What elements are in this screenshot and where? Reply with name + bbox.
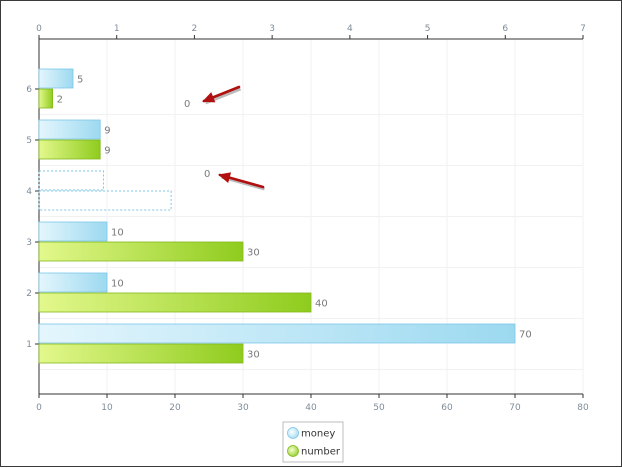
- red-arrow-head: [218, 172, 232, 183]
- category-tick-label: 1: [26, 340, 32, 350]
- zero-annotation-label: 0: [184, 99, 190, 110]
- category-tick-label: 3: [26, 238, 32, 248]
- bottom-tick-label: 0: [36, 403, 42, 413]
- bottom-tick-label: 20: [169, 403, 181, 413]
- legend: money number: [282, 421, 344, 463]
- bottom-tick-label: 70: [509, 403, 521, 413]
- dashed-placeholder-bar: [38, 170, 105, 191]
- data-label-number: 40: [315, 299, 328, 310]
- annotations: 00: [184, 85, 265, 191]
- bar-number: [38, 139, 101, 160]
- bar-money: [38, 221, 108, 242]
- bottom-tick-label: 50: [373, 403, 385, 413]
- category-tick-label: 2: [26, 289, 32, 299]
- data-label-number: 9: [104, 146, 110, 157]
- legend-label-money: money: [301, 429, 335, 440]
- bar-money: [38, 68, 74, 89]
- data-label-money: 10: [111, 279, 124, 290]
- data-label-money: 9: [104, 126, 110, 137]
- bottom-tick-label: 10: [101, 403, 113, 413]
- top-tick-label: 2: [192, 24, 198, 34]
- bottom-tick-label: 30: [237, 403, 249, 413]
- legend-marker-money: [287, 427, 299, 439]
- bottom-tick-label: 40: [305, 403, 317, 413]
- bar-money: [38, 323, 516, 344]
- legend-label-number: number: [301, 447, 341, 458]
- top-tick-label: 3: [269, 24, 275, 34]
- category-tick-label: 5: [26, 136, 32, 146]
- bottom-tick-label: 60: [441, 403, 453, 413]
- dashed-placeholder-bar: [38, 190, 172, 211]
- bar-money: [38, 119, 101, 140]
- category-tick-label: 6: [26, 85, 32, 95]
- legend-marker-number: [287, 445, 299, 457]
- bottom-tick-label: 80: [577, 403, 589, 413]
- top-tick-label: 5: [425, 24, 431, 34]
- data-label-number: 30: [247, 248, 260, 259]
- data-label-number: 30: [247, 350, 260, 361]
- bar-number: [38, 292, 312, 313]
- data-labels: 70 30 10 40 10 30 9 9 5 2: [57, 75, 532, 361]
- top-tick-label: 1: [114, 24, 120, 34]
- data-label-money: 10: [111, 228, 124, 239]
- red-arrow-head: [202, 92, 216, 103]
- grid: [39, 38, 584, 394]
- bar-money: [38, 272, 108, 293]
- bars: [38, 68, 516, 364]
- data-label-money: 5: [77, 75, 83, 86]
- data-label-money: 70: [519, 330, 532, 341]
- top-tick-label: 0: [36, 24, 42, 34]
- top-tick-label: 4: [347, 24, 353, 34]
- bar-number: [38, 88, 54, 109]
- zero-annotation-label: 0: [204, 169, 210, 180]
- top-tick-label: 6: [502, 24, 508, 34]
- bar-number: [38, 343, 244, 364]
- top-tick-label: 7: [580, 24, 586, 34]
- bar-number: [38, 241, 244, 262]
- category-tick-label: 4: [26, 187, 32, 197]
- data-label-number: 2: [57, 95, 63, 106]
